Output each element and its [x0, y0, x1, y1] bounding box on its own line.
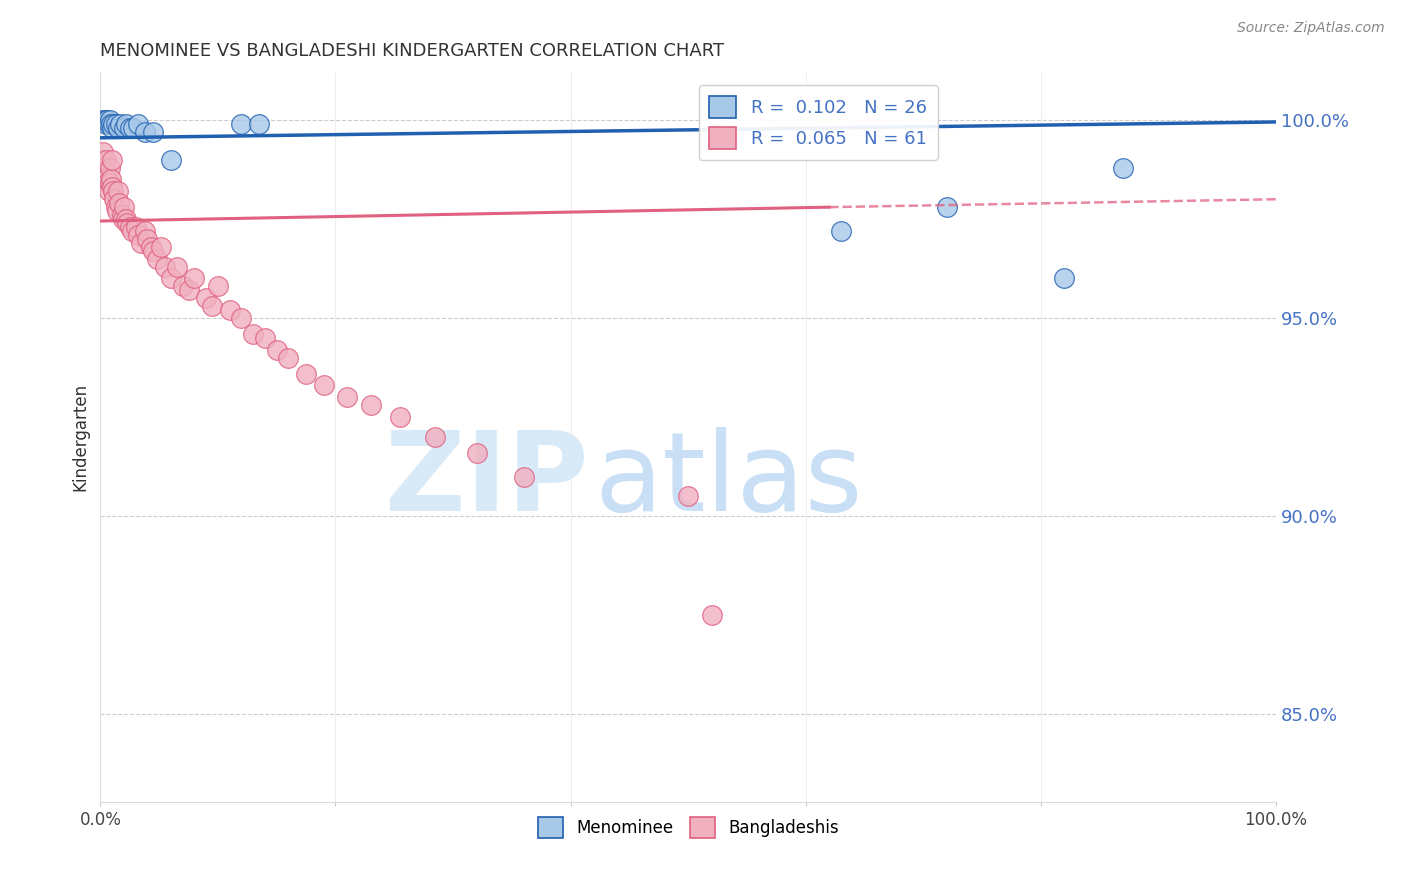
Point — [100, 117, 122, 131]
Point — [336, 390, 359, 404]
Point — [218, 303, 240, 318]
Point — [231, 117, 253, 131]
Point — [112, 200, 135, 214]
Point — [830, 224, 852, 238]
Point — [277, 351, 299, 365]
Point — [96, 113, 118, 128]
Point — [195, 291, 218, 305]
Point — [512, 469, 534, 483]
Point — [134, 224, 156, 238]
Point — [112, 120, 135, 135]
Point — [465, 446, 488, 460]
Point — [312, 378, 335, 392]
Point — [110, 117, 132, 131]
Point — [103, 192, 125, 206]
Point — [134, 125, 156, 139]
Point — [104, 200, 127, 214]
Point — [103, 117, 125, 131]
Point — [117, 216, 139, 230]
Point — [94, 113, 117, 128]
Point — [127, 227, 149, 242]
Point — [96, 153, 118, 167]
Point — [115, 117, 138, 131]
Text: atlas: atlas — [595, 427, 863, 534]
Point — [107, 120, 129, 135]
Point — [150, 240, 173, 254]
Point — [97, 117, 120, 131]
Point — [389, 410, 412, 425]
Point — [98, 177, 121, 191]
Point — [425, 430, 447, 444]
Point — [110, 208, 132, 222]
Legend: Menominee, Bangladeshis: Menominee, Bangladeshis — [531, 811, 845, 845]
Point — [122, 120, 145, 135]
Point — [91, 145, 114, 159]
Point — [207, 279, 229, 293]
Point — [146, 252, 169, 266]
Point — [1053, 271, 1076, 285]
Point — [118, 219, 141, 234]
Point — [142, 244, 165, 258]
Point — [160, 271, 183, 285]
Text: Source: ZipAtlas.com: Source: ZipAtlas.com — [1237, 21, 1385, 35]
Point — [90, 153, 112, 167]
Point — [124, 219, 146, 234]
Point — [103, 184, 125, 198]
Point — [153, 260, 176, 274]
Point — [1112, 161, 1135, 175]
Point — [93, 172, 115, 186]
Point — [166, 260, 188, 274]
Point — [115, 212, 138, 227]
Point — [131, 235, 153, 250]
Point — [118, 120, 141, 135]
Point — [139, 240, 162, 254]
Point — [98, 161, 121, 175]
Point — [142, 125, 165, 139]
Point — [107, 184, 129, 198]
Point — [91, 113, 114, 128]
Point — [108, 196, 131, 211]
Point — [105, 204, 128, 219]
Point — [101, 180, 124, 194]
Point — [160, 153, 183, 167]
Point — [136, 232, 159, 246]
Point — [700, 608, 723, 623]
Point — [242, 326, 264, 341]
Point — [98, 113, 121, 128]
Point — [100, 172, 122, 186]
Point — [231, 311, 253, 326]
Point — [935, 200, 957, 214]
Point — [104, 117, 127, 131]
Point — [121, 224, 143, 238]
Y-axis label: Kindergarten: Kindergarten — [72, 383, 89, 491]
Point — [96, 172, 118, 186]
Point — [266, 343, 288, 357]
Text: MENOMINEE VS BANGLADESHI KINDERGARTEN CORRELATION CHART: MENOMINEE VS BANGLADESHI KINDERGARTEN CO… — [100, 42, 724, 60]
Point — [177, 284, 200, 298]
Point — [127, 117, 149, 131]
Point — [96, 177, 118, 191]
Point — [253, 331, 276, 345]
Point — [101, 153, 124, 167]
Point — [93, 161, 115, 175]
Point — [183, 271, 205, 285]
Point — [96, 117, 118, 131]
Text: ZIP: ZIP — [385, 427, 588, 534]
Point — [247, 117, 270, 131]
Point — [360, 398, 382, 412]
Point — [94, 164, 117, 178]
Point — [111, 212, 134, 227]
Point — [97, 184, 120, 198]
Point — [172, 279, 194, 293]
Point — [676, 490, 699, 504]
Point — [201, 299, 224, 313]
Point — [101, 120, 124, 135]
Point — [295, 367, 318, 381]
